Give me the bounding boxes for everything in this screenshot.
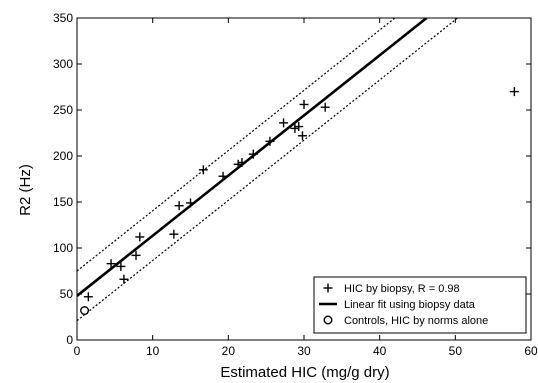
legend-entry: Linear fit using biopsy data — [344, 299, 476, 311]
biopsy-data-point — [294, 122, 304, 132]
x-tick-label: 50 — [449, 344, 463, 358]
x-tick: 30 — [297, 18, 311, 358]
x-tick-label: 0 — [74, 344, 81, 358]
biopsy-data-point — [279, 118, 289, 128]
confidence-bound-line — [77, 18, 458, 322]
y-tick-label: 150 — [53, 195, 73, 209]
legend-entry: HIC by biopsy, R = 0.98 — [344, 283, 460, 295]
biopsy-data-point — [106, 259, 116, 269]
x-tick: 60 — [524, 18, 538, 358]
y-axis-label: R2 (Hz) — [17, 164, 34, 216]
x-tick: 20 — [222, 18, 236, 358]
biopsy-data-point — [320, 102, 330, 112]
biopsy-data-point — [119, 274, 129, 284]
x-axis-label: Estimated HIC (mg/g dry) — [220, 364, 389, 381]
y-tick-label: 0 — [66, 333, 73, 347]
x-tick: 50 — [449, 18, 463, 358]
y-tick: 250 — [53, 103, 531, 117]
y-tick-label: 250 — [53, 103, 73, 117]
y-tick-label: 50 — [60, 287, 74, 301]
legend-circle-icon — [323, 315, 333, 325]
x-tick-label: 30 — [297, 344, 311, 358]
legend-plus-icon — [323, 283, 333, 293]
y-tick: 150 — [53, 195, 531, 209]
legend-entry: Controls, HIC by norms alone — [344, 315, 488, 327]
legend-box — [313, 276, 527, 334]
x-tick-label: 10 — [146, 344, 160, 358]
y-tick: 200 — [53, 149, 531, 163]
biopsy-data-point — [131, 250, 141, 260]
x-tick-label: 60 — [524, 344, 538, 358]
y-tick: 50 — [60, 287, 531, 301]
control-data-point — [80, 306, 90, 316]
biopsy-data-point — [297, 131, 307, 141]
x-tick-label: 20 — [222, 344, 236, 358]
x-tick-label: 40 — [373, 344, 387, 358]
confidence-bound-line — [77, 18, 396, 272]
y-tick-label: 300 — [53, 57, 73, 71]
y-tick: 300 — [53, 57, 531, 71]
biopsy-data-point — [299, 99, 309, 109]
y-tick-label: 200 — [53, 149, 73, 163]
y-tick-label: 350 — [53, 11, 73, 25]
x-tick: 0 — [74, 18, 81, 358]
biopsy-data-point — [116, 261, 126, 271]
y-tick: 350 — [53, 11, 531, 25]
y-tick-label: 100 — [53, 241, 73, 255]
biopsy-data-point — [198, 165, 208, 175]
y-tick: 100 — [53, 241, 531, 255]
biopsy-data-point — [290, 123, 300, 133]
y-tick: 0 — [66, 333, 531, 347]
biopsy-data-point — [509, 87, 519, 97]
y-axis-ticks: 0 50 100 150 200 250 300 350 — [53, 11, 531, 347]
biopsy-data-point — [169, 229, 179, 239]
x-tick: 10 — [146, 18, 160, 358]
x-axis-ticks: 0 10 20 30 40 50 60 — [74, 18, 538, 358]
x-tick: 40 — [373, 18, 387, 358]
biopsy-data-point — [83, 292, 93, 302]
biopsy-data-point — [135, 232, 145, 242]
legend: HIC by biopsy, R = 0.98 Linear fit using … — [313, 276, 527, 334]
biopsy-data-point — [174, 201, 184, 211]
linear-fit-line — [77, 18, 428, 297]
